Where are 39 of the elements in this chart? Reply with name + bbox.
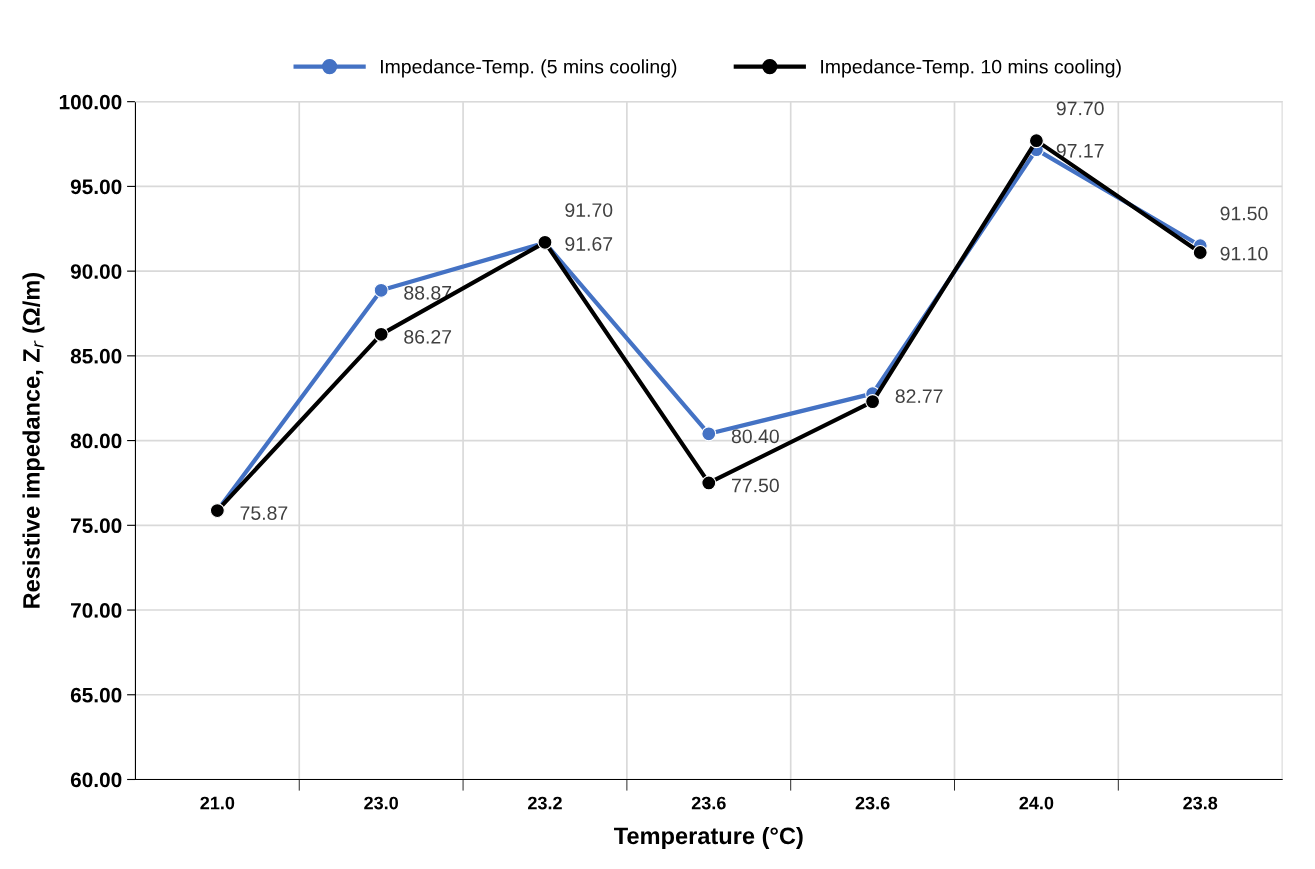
y-tick-label: 80.00 <box>70 433 122 449</box>
point <box>1028 133 1044 149</box>
y-tick-label: 100.00 <box>59 94 122 110</box>
point <box>701 475 717 491</box>
data-label: 77.50 <box>732 478 779 493</box>
data-label: 82.77 <box>895 389 943 404</box>
legend-label: Impedance-Temp. (5 mins cooling) <box>381 59 677 78</box>
point <box>373 326 389 342</box>
y-tick-label: 70.00 <box>71 603 122 618</box>
x-tick-label: 23.6 <box>855 796 890 810</box>
data-label: 80.40 <box>731 429 779 444</box>
x-tick-label: 23.6 <box>691 796 726 810</box>
x-axis-title: Temperature (°C) <box>614 826 803 849</box>
data-label: 91.70 <box>565 203 613 217</box>
x-tick-label: 21.0 <box>200 796 235 810</box>
data-label: 97.70 <box>1056 101 1104 116</box>
y-tick-label: 90.00 <box>70 264 122 279</box>
point <box>701 426 717 442</box>
point <box>373 282 389 298</box>
y-axis-title: Resistive impedance, Z$_{r}$ (Ω/m) <box>22 273 45 608</box>
x-tick-label: 23.8 <box>1183 796 1218 810</box>
point <box>1192 244 1208 260</box>
data-label: 88.87 <box>404 285 452 300</box>
point <box>865 394 881 410</box>
data-label: 91.50 <box>1220 206 1268 221</box>
data-label: 75.87 <box>240 506 288 520</box>
y-tick-label: 85.00 <box>70 348 122 364</box>
x-tick-label: 23.0 <box>364 796 398 810</box>
data-label: 86.27 <box>404 329 452 344</box>
data-label: 91.67 <box>565 237 613 251</box>
legend-label: Impedance-Temp. 10 mins cooling) <box>821 59 1121 78</box>
y-tick-label: 65.00 <box>70 687 122 703</box>
x-tick-label: 24.0 <box>1019 796 1054 810</box>
y-tick-label: 75.00 <box>71 518 122 534</box>
data-label: 91.10 <box>1220 246 1268 261</box>
y-tick-label: 95.00 <box>70 179 122 195</box>
x-tick-label: 23.2 <box>528 796 562 810</box>
data-label: 97.17 <box>1056 143 1104 158</box>
y-tick-label: 60.00 <box>70 772 122 788</box>
